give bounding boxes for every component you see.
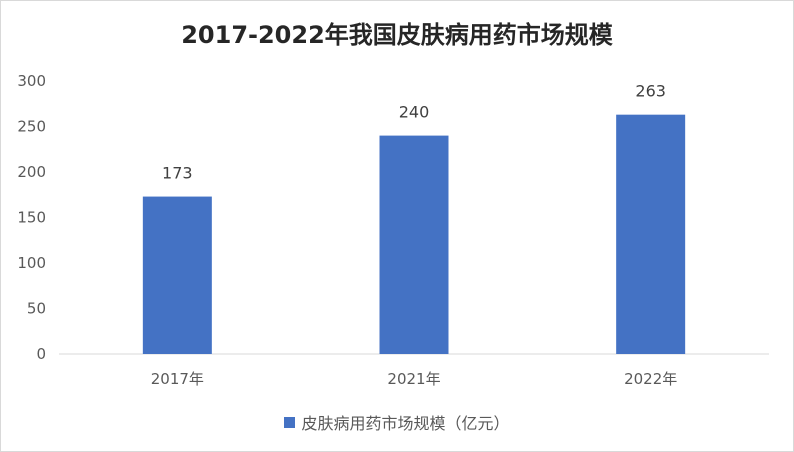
y-tick-label: 150	[17, 209, 46, 227]
y-axis-labels: 0 50 100 150 200 250 300	[17, 72, 46, 363]
data-label: 240	[399, 103, 430, 122]
legend-label: 皮肤病用药市场规模（亿元）	[301, 414, 510, 433]
y-tick-label: 250	[17, 118, 46, 136]
data-labels: 173 240 263	[162, 82, 666, 183]
y-tick-label: 100	[17, 254, 46, 272]
legend: 皮肤病用药市场规模（亿元）	[1, 410, 793, 434]
data-label: 263	[635, 82, 666, 101]
bar	[142, 196, 212, 354]
bars	[142, 114, 686, 354]
x-axis-labels: 2017年 2021年 2022年	[151, 370, 678, 388]
chart-title: 2017-2022年我国皮肤病用药市场规模	[181, 21, 613, 49]
bar	[379, 135, 449, 354]
y-tick-label: 50	[27, 300, 46, 318]
data-label: 173	[162, 164, 193, 183]
y-tick-label: 200	[17, 163, 46, 181]
x-tick-label: 2021年	[387, 370, 440, 388]
x-tick-label: 2022年	[624, 370, 677, 388]
y-tick-label: 0	[36, 345, 46, 363]
x-tick-label: 2017年	[151, 370, 204, 388]
y-tick-label: 300	[17, 72, 46, 90]
legend-swatch	[284, 416, 296, 428]
bar	[616, 114, 686, 354]
